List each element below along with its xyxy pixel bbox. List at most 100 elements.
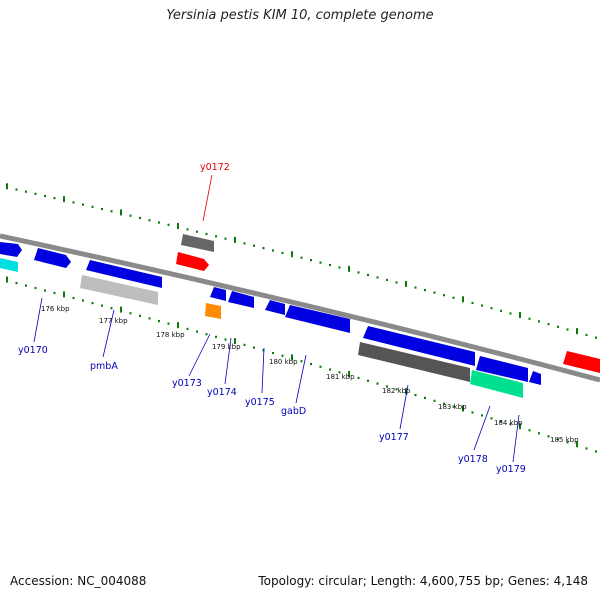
minor-tick: [557, 325, 559, 328]
minor-tick: [357, 376, 360, 380]
outer-tick-ring: [6, 183, 597, 339]
minor-tick: [167, 322, 170, 325]
minor-tick: [101, 207, 103, 211]
minor-tick: [139, 216, 141, 220]
gene-block[interactable]: [285, 305, 350, 333]
scale-label: 183 kbp: [438, 403, 467, 411]
gene-block[interactable]: [363, 326, 475, 366]
minor-tick: [310, 362, 312, 366]
minor-tick: [357, 271, 360, 274]
gene-label-y0174[interactable]: y0174: [207, 387, 237, 398]
gene-label-y0177[interactable]: y0177: [379, 432, 409, 443]
minor-tick: [224, 237, 227, 240]
gene-block[interactable]: [181, 234, 214, 252]
gene-label-y0172[interactable]: y0172: [200, 162, 230, 173]
minor-tick: [367, 379, 369, 382]
minor-tick: [253, 346, 255, 349]
minor-tick: [509, 312, 512, 315]
gene-block[interactable]: [228, 291, 254, 308]
minor-tick: [53, 197, 56, 200]
minor-tick: [595, 336, 597, 339]
minor-tick: [272, 249, 274, 252]
gene-block[interactable]: [34, 248, 71, 268]
gene-block[interactable]: [86, 260, 162, 288]
minor-tick: [319, 365, 322, 368]
major-tick: [6, 276, 8, 283]
minor-tick: [547, 323, 550, 326]
gene-label-y0173[interactable]: y0173: [172, 378, 202, 389]
label-leaders: [33, 174, 520, 463]
minor-tick: [414, 286, 417, 289]
gene-block-highlight[interactable]: [563, 351, 600, 373]
minor-tick: [500, 309, 502, 312]
minor-tick: [424, 288, 426, 292]
gene-block[interactable]: [0, 242, 22, 257]
minor-tick: [25, 190, 27, 193]
minor-tick: [443, 402, 445, 405]
forward-strand-genes: [0, 234, 600, 385]
major-tick: [177, 222, 179, 229]
gene-block[interactable]: [476, 356, 528, 382]
minor-tick: [158, 221, 160, 224]
minor-tick: [281, 354, 284, 357]
minor-tick: [82, 203, 84, 206]
major-tick: [519, 423, 521, 430]
accession-label: Accession: NC_004088: [10, 574, 147, 588]
scale-label: 179 kbp: [212, 343, 241, 351]
gene-block[interactable]: [205, 303, 221, 319]
minor-tick: [566, 328, 569, 331]
major-tick: [405, 388, 407, 395]
minor-tick: [129, 312, 132, 315]
scale-label: 182 kbp: [382, 387, 411, 395]
scale-labels: 176 kbp 177 kbp 178 kbp 179 kbp 180 kbp …: [41, 305, 579, 444]
minor-tick: [386, 278, 388, 282]
minor-tick: [15, 188, 18, 191]
minor-tick: [557, 438, 559, 441]
gene-labels: y0170 pmbA y0172 y0173 y0174 y0175 gabD …: [18, 162, 526, 475]
minor-tick: [15, 281, 18, 285]
minor-tick: [329, 263, 331, 267]
major-tick: [234, 338, 236, 345]
minor-tick: [148, 317, 151, 320]
gene-block[interactable]: [470, 370, 523, 398]
gene-block[interactable]: [358, 342, 470, 382]
minor-tick: [158, 319, 160, 323]
scale-label: 181 kbp: [326, 373, 355, 381]
gene-label-y0179[interactable]: y0179: [496, 464, 526, 475]
gene-block-highlight[interactable]: [176, 252, 209, 271]
minor-tick: [528, 317, 531, 320]
minor-tick: [82, 299, 84, 302]
minor-tick: [585, 447, 588, 450]
major-tick: [576, 441, 578, 448]
minor-tick: [585, 333, 588, 337]
gene-block[interactable]: [0, 258, 18, 272]
gene-label-gabD[interactable]: gabD: [281, 406, 306, 417]
scale-label: 177 kbp: [99, 317, 128, 325]
minor-tick: [110, 210, 113, 213]
minor-tick: [196, 230, 198, 233]
minor-tick: [376, 276, 379, 279]
minor-tick: [272, 351, 274, 355]
minor-tick: [481, 414, 483, 417]
gene-block[interactable]: [210, 287, 226, 301]
gene-label-y0170[interactable]: y0170: [18, 345, 48, 356]
gene-label-y0175[interactable]: y0175: [245, 397, 275, 408]
minor-tick: [91, 301, 94, 305]
gene-label-y0178[interactable]: y0178: [458, 454, 488, 465]
reverse-strand-genes: [0, 258, 523, 398]
minor-tick: [395, 388, 398, 391]
minor-tick: [338, 371, 341, 374]
minor-tick: [395, 281, 398, 284]
minor-tick: [72, 201, 75, 204]
minor-tick: [547, 435, 550, 438]
gene-block[interactable]: [529, 371, 541, 385]
minor-tick: [186, 228, 189, 231]
minor-tick: [338, 266, 341, 269]
gene-label-pmbA[interactable]: pmbA: [90, 361, 118, 372]
gene-block[interactable]: [80, 275, 158, 305]
minor-tick: [452, 296, 455, 299]
major-tick: [405, 280, 407, 287]
gene-block[interactable]: [265, 300, 285, 315]
major-tick: [291, 251, 293, 258]
